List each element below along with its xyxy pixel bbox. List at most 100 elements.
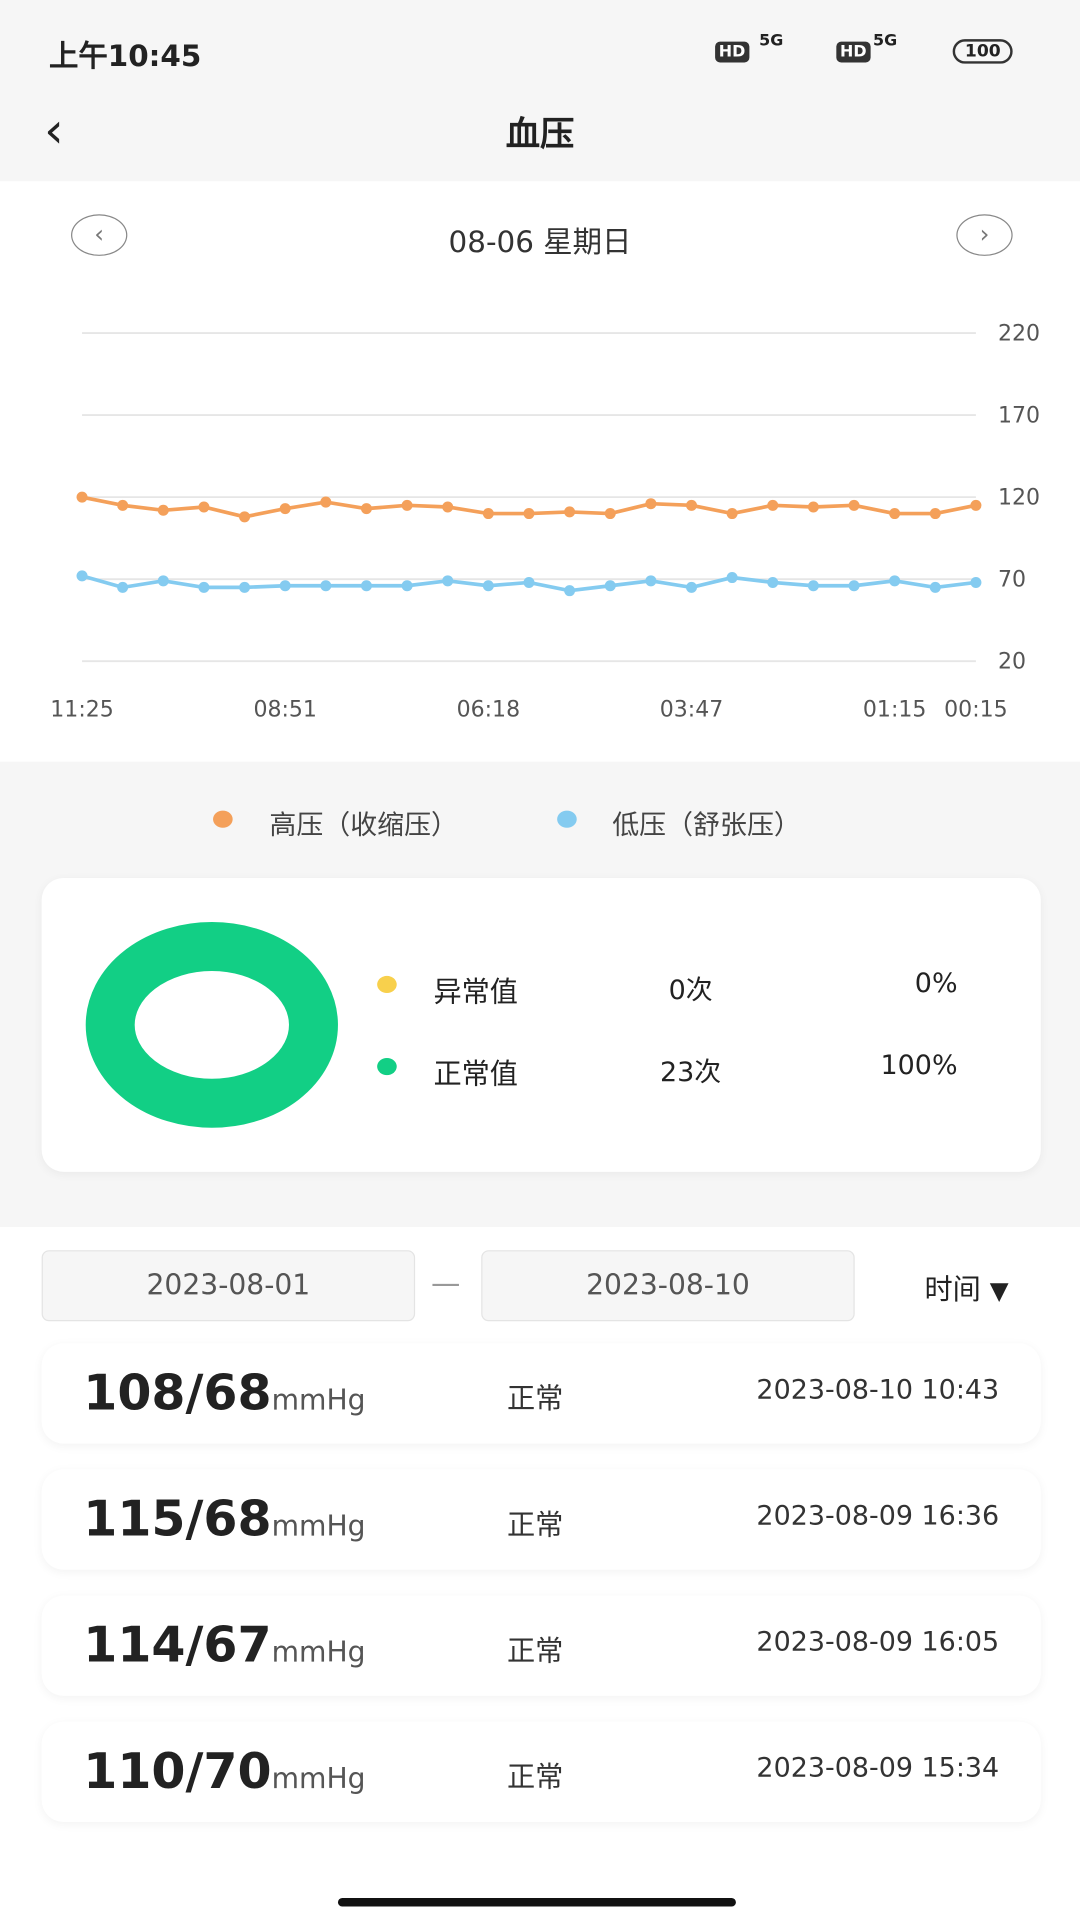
x-tick-label: 11:25 bbox=[50, 697, 114, 722]
y-tick-label: 70 bbox=[998, 568, 1026, 593]
data-point bbox=[157, 575, 169, 587]
end-date[interactable]: 2023-08-10 bbox=[481, 1250, 855, 1322]
date-label: 08-06 星期日 bbox=[448, 225, 632, 260]
data-point bbox=[767, 576, 779, 588]
legend: 高压（收缩压） 低压（舒张压） bbox=[0, 796, 1080, 845]
data-point bbox=[929, 581, 941, 593]
pie-legend-marker bbox=[377, 1057, 397, 1076]
record-value: 115/68mmHg bbox=[83, 1491, 365, 1547]
unit: mmHg bbox=[271, 1384, 366, 1417]
y-tick-label: 120 bbox=[998, 485, 1040, 510]
pie-percent: 100% bbox=[880, 1050, 958, 1082]
record-time: 2023-08-09 15:34 bbox=[756, 1753, 1000, 1785]
line-chart: 20 70 120 170 220 11:25 08:51 06:18 03:47 01:15 00… bbox=[50, 321, 1040, 722]
record-status: 正常 bbox=[506, 1509, 564, 1542]
sort-filter[interactable]: 时间 ▼ bbox=[924, 1266, 1008, 1308]
pie-percent: 0% bbox=[914, 968, 958, 1000]
data-point bbox=[442, 575, 454, 587]
start-date[interactable]: 2023-08-01 bbox=[41, 1250, 416, 1322]
pie-count: 23次 bbox=[660, 1057, 722, 1089]
chart-panel bbox=[0, 181, 1080, 762]
data-point bbox=[807, 580, 819, 592]
data-point bbox=[889, 508, 901, 520]
data-point bbox=[401, 580, 413, 592]
data-point bbox=[117, 581, 129, 593]
page-title: 血压 bbox=[505, 113, 575, 155]
record-time: 2023-08-09 16:05 bbox=[756, 1627, 1000, 1658]
data-point bbox=[645, 498, 657, 510]
sort-label: 时间 bbox=[924, 1274, 981, 1307]
data-point bbox=[279, 580, 291, 592]
legend-marker bbox=[557, 810, 577, 828]
data-point bbox=[929, 508, 941, 520]
data-point bbox=[564, 506, 576, 518]
record-card[interactable]: 110/70mmHg 正常 2023-08-09 15:34 bbox=[41, 1721, 1041, 1823]
data-point bbox=[482, 580, 494, 592]
x-tick-label: 08:51 bbox=[253, 697, 317, 722]
record-card[interactable]: 114/67mmHg 正常 2023-08-09 16:05 bbox=[41, 1595, 1041, 1696]
unit: mmHg bbox=[271, 1511, 366, 1543]
legend-label: 高压（收缩压） bbox=[269, 810, 458, 842]
data-point bbox=[970, 576, 982, 588]
legend-marker bbox=[213, 810, 233, 828]
data-point bbox=[970, 499, 982, 511]
data-point bbox=[320, 496, 332, 508]
reading: 114/67 bbox=[83, 1617, 272, 1674]
data-point bbox=[523, 576, 535, 588]
donut-segment bbox=[85, 922, 338, 1128]
pie-category: 正常值 bbox=[433, 1059, 518, 1092]
filter-icon: ▼ bbox=[989, 1275, 1009, 1306]
data-point bbox=[523, 508, 535, 520]
x-tick-label: 00:15 bbox=[944, 697, 1008, 722]
network: 5G bbox=[759, 31, 784, 51]
record-time: 2023-08-10 10:43 bbox=[756, 1375, 1000, 1406]
status-time: 上午10:45 bbox=[48, 39, 202, 74]
data-point bbox=[807, 501, 819, 513]
data-point bbox=[117, 499, 129, 511]
pie-category: 异常值 bbox=[433, 977, 518, 1009]
unit: mmHg bbox=[271, 1637, 366, 1669]
data-point bbox=[564, 585, 576, 597]
data-point bbox=[157, 504, 169, 516]
data-point bbox=[726, 572, 738, 584]
prev-day[interactable]: ‹ bbox=[71, 214, 128, 256]
x-tick-label: 01:15 bbox=[863, 697, 927, 722]
back-button[interactable]: ‹ bbox=[44, 102, 64, 160]
data-point bbox=[320, 580, 332, 592]
data-point bbox=[76, 570, 88, 582]
y-tick-label: 20 bbox=[998, 650, 1026, 675]
stats-card: 异常值 0次 0% 正常值 23次 100% bbox=[41, 877, 1041, 1172]
x-tick-label: 06:18 bbox=[457, 697, 521, 722]
donut-chart bbox=[85, 922, 338, 1128]
record-value: 114/67mmHg bbox=[83, 1618, 365, 1674]
record-value: 108/68mmHg bbox=[83, 1365, 365, 1421]
record-card[interactable]: 108/68mmHg 正常 2023-08-10 10:43 bbox=[41, 1343, 1041, 1444]
data-point bbox=[604, 580, 616, 592]
x-tick-label: 03:47 bbox=[660, 697, 724, 722]
data-point bbox=[198, 501, 210, 513]
data-point bbox=[848, 499, 860, 511]
battery: 100 bbox=[952, 39, 1013, 64]
reading: 115/68 bbox=[83, 1491, 272, 1548]
data-point bbox=[645, 575, 657, 587]
reading: 110/70 bbox=[83, 1743, 272, 1801]
data-point bbox=[279, 503, 291, 515]
reading: 108/68 bbox=[83, 1365, 272, 1422]
data-point bbox=[482, 508, 494, 520]
record-status: 正常 bbox=[506, 1383, 564, 1416]
data-point bbox=[767, 499, 779, 511]
record-card[interactable]: 115/68mmHg 正常 2023-08-09 16:36 bbox=[41, 1469, 1041, 1570]
hd-badge: HD bbox=[715, 41, 749, 63]
next-day[interactable]: › bbox=[956, 214, 1013, 256]
date-separator: — bbox=[431, 1266, 461, 1301]
legend-label: 低压（舒张压） bbox=[612, 810, 801, 842]
data-point bbox=[239, 581, 251, 593]
data-point bbox=[726, 508, 738, 520]
data-point bbox=[360, 503, 372, 515]
record-status: 正常 bbox=[506, 1762, 564, 1794]
data-point bbox=[685, 581, 698, 593]
data-point bbox=[889, 575, 901, 587]
pie-count: 0次 bbox=[668, 975, 713, 1007]
